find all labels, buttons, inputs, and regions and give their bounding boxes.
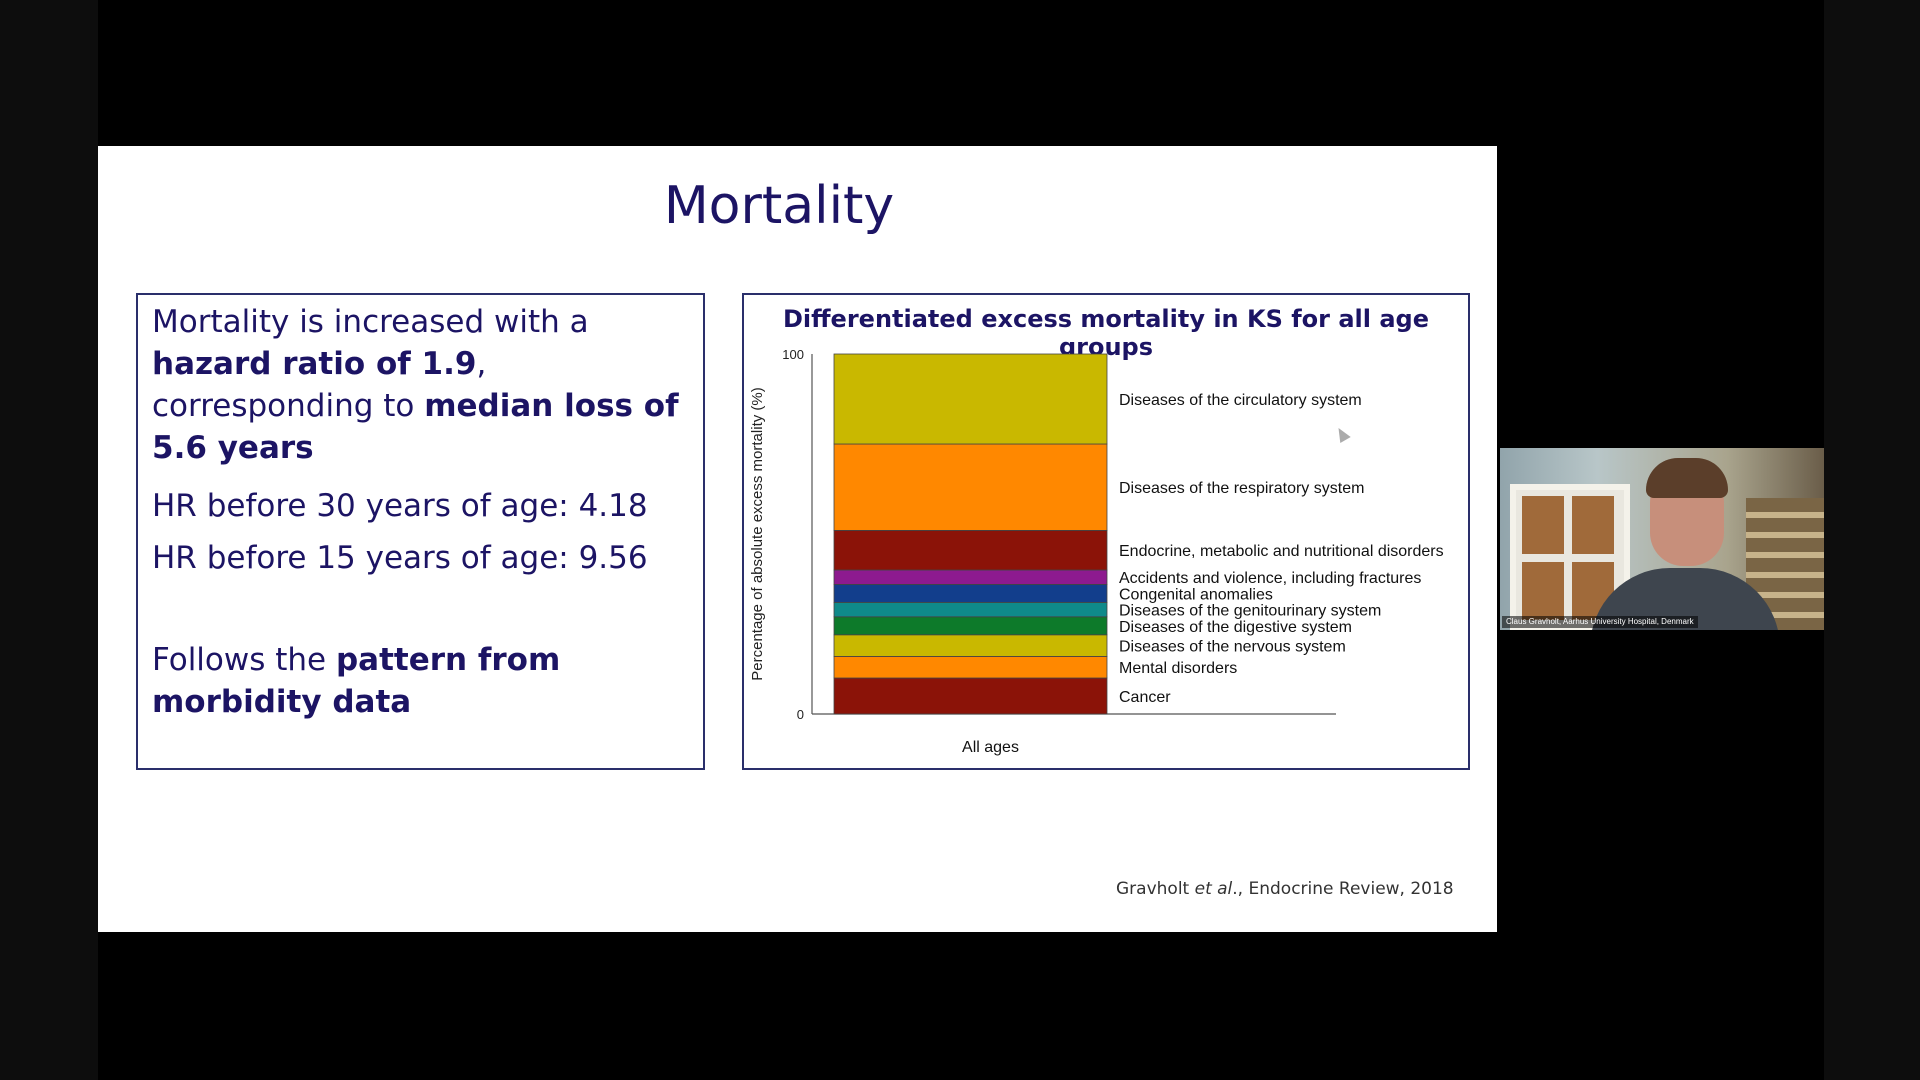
bar-segment [833,634,1108,657]
findings-text-box: Mortality is increased with a hazard rat… [136,293,705,770]
window-pane [1522,496,1564,554]
chart-canvas: 0 100 Percentage of absolute excess mortal… [749,347,1444,756]
y-tick-label: 0 [797,707,804,722]
bar-segment [833,443,1108,531]
segment-label: Diseases of the respiratory system [1119,480,1364,497]
slide-title: Mortality [663,176,895,236]
window-pane [1572,496,1614,554]
y-axis-label: Percentage of absolute excess mortality … [749,387,766,680]
bar-segment [833,353,1108,445]
bar-segment [833,601,1108,618]
y-tick-label: 100 [782,347,804,362]
bar-segment [833,616,1108,636]
right-letterbox [1824,0,1920,1080]
segment-label: Diseases of the genitourinary system [1119,603,1381,620]
hr-before-15: HR before 15 years of age: 9.56 [152,540,648,576]
hr-before-30: HR before 30 years of age: 4.18 [152,488,648,524]
video-window-frame [1510,484,1630,630]
presentation-slide: Mortality Mortality is increased with a … [98,146,1497,932]
segment-label: Diseases of the nervous system [1119,639,1346,656]
bar-segment [833,677,1108,715]
bar-segment [833,583,1108,603]
segment-label: Mental disorders [1119,660,1237,677]
chart-title: Differentiated excess mortality in KS fo… [782,305,1430,361]
segment-label: Diseases of the digestive system [1119,619,1352,636]
window-pane [1522,562,1564,620]
left-letterbox [0,0,98,1080]
x-category-label: All ages [962,739,1019,756]
segment-label: Accidents and violence, including fractu… [1119,570,1421,587]
bar-segment [833,655,1108,679]
citation: Gravholt et al., Endocrine Review, 2018 [1116,879,1454,899]
participant-video-tile[interactable]: Claus Gravholt, Aarhus University Hospit… [1500,448,1824,630]
bar-segment [833,569,1108,585]
segment-label: Endocrine, metabolic and nutritional dis… [1119,543,1444,560]
participant-name-label: Claus Gravholt, Aarhus University Hospit… [1502,616,1698,628]
segment-label: Congenital anomalies [1119,586,1273,603]
hazard-ratio-paragraph: Mortality is increased with a hazard rat… [152,304,679,466]
pattern-paragraph: Follows the pattern from morbidity data [152,642,561,720]
segment-label: Cancer [1119,689,1171,706]
mortality-chart: Differentiated excess mortality in KS fo… [742,293,1470,770]
participant-hair [1646,458,1728,498]
segment-label: Diseases of the circulatory system [1119,392,1362,409]
bar-segment [833,529,1108,571]
